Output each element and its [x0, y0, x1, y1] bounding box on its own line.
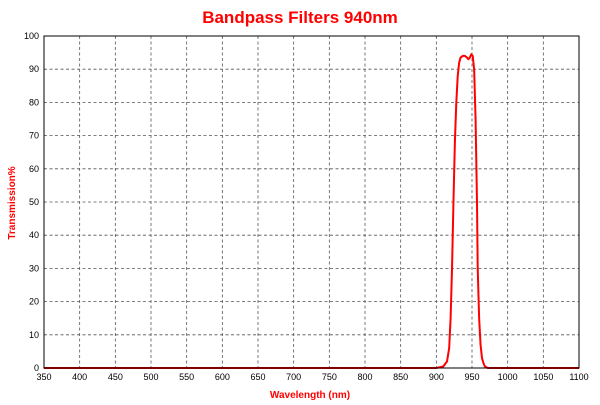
y-tick-label: 80 [29, 97, 39, 107]
x-tick-label: 350 [36, 372, 51, 382]
series-layer [44, 53, 579, 369]
transmission-series-line [44, 53, 579, 369]
y-tick-label: 0 [34, 363, 39, 373]
y-tick-label: 90 [29, 64, 39, 74]
x-tick-label: 700 [286, 372, 301, 382]
x-tick-label: 950 [464, 372, 479, 382]
y-tick-labels: 0 10 20 30 40 50 60 70 80 90 100 [24, 31, 39, 373]
y-tick-label: 10 [29, 330, 39, 340]
grid-lines [44, 36, 579, 368]
x-tick-label: 450 [108, 372, 123, 382]
x-axis-label: Wavelength (nm) [270, 390, 350, 401]
y-tick-label: 30 [29, 263, 39, 273]
x-tick-label: 750 [322, 372, 337, 382]
x-tick-label: 400 [72, 372, 87, 382]
x-tick-label: 550 [179, 372, 194, 382]
y-tick-label: 60 [29, 164, 39, 174]
chart-title: Bandpass Filters 940nm [202, 8, 398, 27]
x-tick-labels: 350 400 450 500 550 600 650 700 750 800 850 900 950 1… [36, 372, 588, 382]
plot-frame [43, 35, 580, 369]
x-tick-label: 650 [250, 372, 265, 382]
y-tick-label: 50 [29, 197, 39, 207]
x-tick-label: 1100 [569, 372, 588, 382]
x-tick-label: 600 [215, 372, 230, 382]
y-tick-label: 70 [29, 131, 39, 141]
x-tick-label: 1000 [498, 372, 518, 382]
y-tick-label: 20 [29, 297, 39, 307]
y-axis-label: Transmission% [7, 166, 18, 239]
x-tick-label: 900 [429, 372, 444, 382]
x-tick-label: 800 [357, 372, 372, 382]
x-tick-label: 1050 [533, 372, 553, 382]
x-tick-label: 500 [143, 372, 158, 382]
y-tick-label: 100 [24, 31, 39, 41]
y-tick-label: 40 [29, 230, 39, 240]
x-tick-label: 850 [393, 372, 408, 382]
